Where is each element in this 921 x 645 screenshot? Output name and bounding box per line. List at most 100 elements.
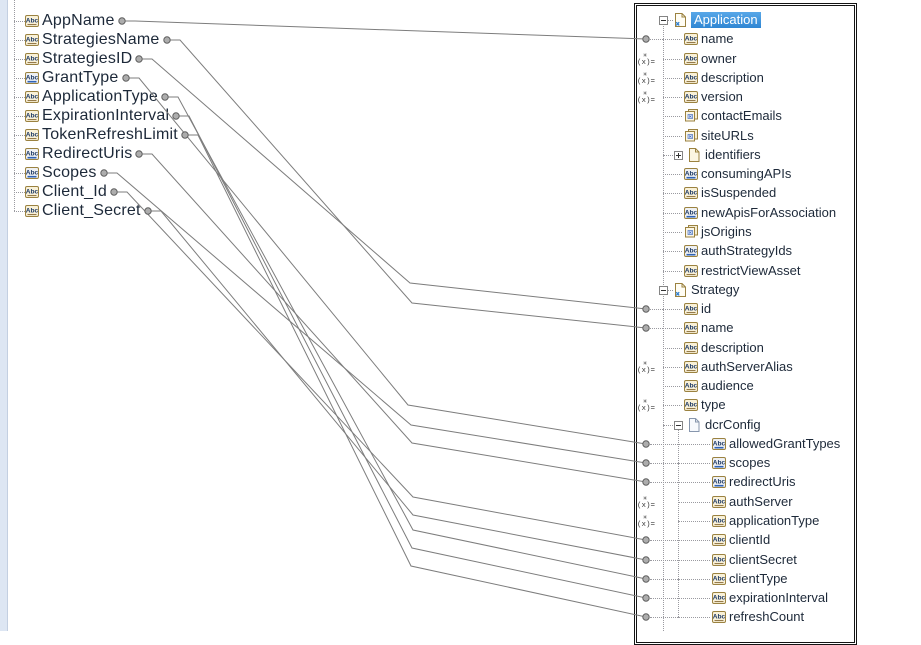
tree-branch xyxy=(663,136,682,137)
collapse-minus-box[interactable] xyxy=(658,15,668,25)
svg-text:Abc: Abc xyxy=(26,94,39,101)
tree-node-label[interactable]: redirectUris xyxy=(729,474,796,489)
source-field-label[interactable]: StrategiesName xyxy=(42,31,160,48)
source-field-label[interactable]: StrategiesID xyxy=(42,50,133,67)
tree-branch xyxy=(663,425,673,426)
tree-node-label[interactable]: description xyxy=(701,70,764,85)
source-field-label[interactable]: Scopes xyxy=(42,164,97,181)
tree-node-label[interactable]: scopes xyxy=(729,455,771,470)
source-anchor-dot[interactable] xyxy=(161,93,169,101)
mapping-wire[interactable] xyxy=(165,96,647,580)
tree-node-label[interactable]: name xyxy=(701,31,734,46)
tree-node-label[interactable]: authServerAlias xyxy=(701,359,793,374)
mapping-wire[interactable] xyxy=(148,210,647,561)
svg-text:Abc: Abc xyxy=(26,18,39,25)
source-field-label[interactable]: Client_Secret xyxy=(42,202,141,219)
source-anchor-dot[interactable] xyxy=(118,17,126,25)
svg-text:Abc: Abc xyxy=(713,537,726,544)
tree-node-label[interactable]: version xyxy=(701,89,743,104)
set-value-icon[interactable]: ✳ (x)= xyxy=(637,71,656,86)
tree-node-label[interactable]: jsOrigins xyxy=(701,224,752,239)
tree-branch xyxy=(668,290,673,291)
tree-node-label[interactable]: identifiers xyxy=(705,147,761,162)
set-value-icon[interactable]: ✳ (x)= xyxy=(637,360,656,375)
mapping-wire[interactable] xyxy=(139,153,647,483)
tree-node-label[interactable]: newApisForAssociation xyxy=(701,205,837,220)
source-anchor-dot[interactable] xyxy=(135,150,143,158)
tree-node-label[interactable]: Strategy xyxy=(691,282,740,297)
tree-node-label[interactable]: owner xyxy=(701,51,737,66)
source-field-label[interactable]: RedirectUris xyxy=(42,145,133,162)
source-field-label[interactable]: AppName xyxy=(42,12,115,29)
tree-node-label[interactable]: allowedGrantTypes xyxy=(729,436,841,451)
set-value-icon[interactable]: ✳ (x)= xyxy=(637,514,656,529)
source-tree-branch xyxy=(14,173,25,174)
expand-plus-box[interactable] xyxy=(673,150,683,160)
mapping-wire[interactable] xyxy=(139,58,647,310)
source-field-label[interactable]: ExpirationInterval xyxy=(42,107,170,124)
tree-node-label[interactable]: audience xyxy=(701,378,754,393)
string-icon: Abc xyxy=(684,342,698,354)
source-field-label[interactable]: Client_Id xyxy=(42,183,107,200)
source-tree-branch xyxy=(14,116,25,117)
set-value-icon[interactable]: ✳ (x)= xyxy=(637,495,656,510)
mapping-wire[interactable] xyxy=(122,20,647,40)
tree-node-label[interactable]: restrictViewAsset xyxy=(701,263,801,278)
tree-node-label[interactable]: expirationInterval xyxy=(729,590,828,605)
svg-text:Abc: Abc xyxy=(713,595,726,602)
tree-node-label[interactable]: contactEmails xyxy=(701,108,782,123)
source-anchor-dot[interactable] xyxy=(135,55,143,63)
tree-node-label[interactable]: name xyxy=(701,320,734,335)
svg-text:Abc: Abc xyxy=(685,170,698,177)
collapse-minus-box[interactable] xyxy=(673,420,683,430)
source-anchor-dot[interactable] xyxy=(144,207,152,215)
tree-branch xyxy=(663,328,682,329)
tree-node-label-selected[interactable]: Application xyxy=(691,12,761,28)
source-field-label[interactable]: ApplicationType xyxy=(42,88,158,105)
source-field-label[interactable]: TokenRefreshLimit xyxy=(42,126,178,143)
tree-branch xyxy=(663,97,682,98)
tree-node-label[interactable]: authServer xyxy=(729,494,793,509)
mapping-wire[interactable] xyxy=(185,134,647,618)
set-value-icon[interactable]: ✳ (x)= xyxy=(637,398,656,413)
svg-text:Abc: Abc xyxy=(713,440,726,447)
source-anchor-dot[interactable] xyxy=(163,36,171,44)
tree-node-label[interactable]: clientSecret xyxy=(729,552,797,567)
tree-node-label[interactable]: clientType xyxy=(729,571,788,586)
svg-text:(x)=: (x)= xyxy=(637,367,655,374)
source-anchor-dot[interactable] xyxy=(122,74,130,82)
source-anchor-dot[interactable] xyxy=(110,188,118,196)
source-anchor-dot[interactable] xyxy=(181,131,189,139)
tree-node-label[interactable]: id xyxy=(701,301,712,316)
tree-node-label[interactable]: description xyxy=(701,340,764,355)
string-icon: Abc xyxy=(712,496,726,508)
tree-branch xyxy=(663,59,682,60)
tree-node-label[interactable]: refreshCount xyxy=(729,609,805,624)
mapping-wire[interactable] xyxy=(104,172,647,464)
svg-text:✳: ✳ xyxy=(643,495,648,502)
source-anchor-dot[interactable] xyxy=(100,169,108,177)
string-icon: Abc xyxy=(712,573,726,585)
tree-branch xyxy=(663,193,682,194)
tree-node-label[interactable]: dcrConfig xyxy=(705,417,761,432)
source-field-label[interactable]: GrantType xyxy=(42,69,119,86)
target-schema-panel[interactable] xyxy=(634,3,857,645)
mapping-wire[interactable] xyxy=(114,191,647,541)
tree-node-label[interactable]: authStrategyIds xyxy=(701,243,793,258)
set-value-icon[interactable]: ✳ (x)= xyxy=(637,90,656,105)
tree-node-label[interactable]: clientId xyxy=(729,532,771,547)
svg-text:Abc: Abc xyxy=(713,518,726,525)
mapping-wire[interactable] xyxy=(176,115,647,599)
set-value-icon[interactable]: ✳ (x)= xyxy=(637,52,656,67)
mapping-wire[interactable] xyxy=(167,39,647,329)
tree-node-label[interactable]: consumingAPIs xyxy=(701,166,792,181)
string-icon: Abc xyxy=(25,15,39,27)
tree-node-label[interactable]: applicationType xyxy=(729,513,820,528)
mapping-wire[interactable] xyxy=(126,77,647,445)
source-anchor-dot[interactable] xyxy=(172,112,180,120)
tree-node-label[interactable]: siteURLs xyxy=(701,128,754,143)
collapse-minus-box[interactable] xyxy=(658,285,668,295)
tree-node-label[interactable]: type xyxy=(701,397,726,412)
tree-node-label[interactable]: isSuspended xyxy=(701,185,777,200)
tree-branch xyxy=(663,174,682,175)
